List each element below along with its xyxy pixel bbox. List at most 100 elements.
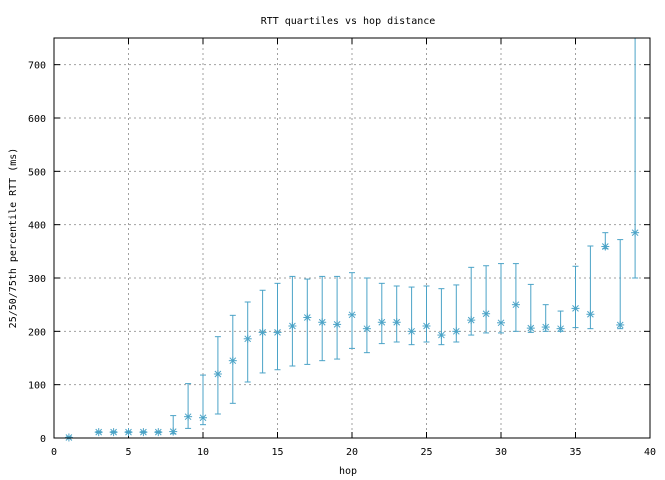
- x-tick-label: 30: [495, 447, 507, 458]
- data-point: [213, 336, 222, 415]
- data-point: [333, 275, 342, 360]
- data-point: [154, 428, 163, 437]
- y-tick-label: 0: [40, 434, 46, 445]
- data-point: [258, 289, 267, 374]
- data-point: [631, 37, 640, 279]
- x-tick-label: 5: [125, 447, 131, 458]
- data-point: [124, 428, 133, 437]
- x-axis-label: hop: [339, 466, 357, 477]
- data-point: [422, 285, 431, 343]
- median-marker: [184, 412, 193, 421]
- data-point: [94, 428, 103, 437]
- median-marker: [631, 228, 640, 237]
- data-point: [586, 245, 595, 330]
- data-point: [407, 286, 416, 346]
- median-marker: [348, 310, 356, 319]
- median-marker: [586, 310, 595, 319]
- data-point: [199, 374, 207, 426]
- data-point: [511, 263, 520, 332]
- x-tick-label: 25: [420, 447, 432, 458]
- data-point: [541, 304, 550, 332]
- data-point: [452, 284, 461, 343]
- median-marker: [199, 413, 207, 422]
- data-point: [288, 275, 297, 367]
- data-point: [377, 282, 386, 345]
- data-point: [64, 433, 73, 442]
- data-point: [169, 415, 178, 436]
- y-axis-label: 25/50/75th percentile RTT (ms): [8, 148, 19, 329]
- median-marker: [169, 427, 178, 436]
- data-point: [362, 277, 371, 354]
- data-point: [556, 310, 565, 333]
- median-marker: [362, 324, 371, 333]
- data-point: [318, 275, 327, 362]
- median-marker: [273, 328, 282, 337]
- median-marker: [526, 324, 535, 333]
- y-tick-label: 300: [28, 274, 46, 285]
- y-tick-label: 500: [28, 167, 46, 178]
- median-marker: [452, 327, 461, 336]
- median-marker: [407, 327, 416, 336]
- x-tick-label: 10: [197, 447, 209, 458]
- y-tick-label: 100: [28, 381, 46, 392]
- median-marker: [467, 316, 476, 325]
- median-marker: [333, 320, 342, 329]
- median-marker: [556, 324, 565, 333]
- data-point: [139, 428, 148, 437]
- median-marker: [616, 320, 625, 329]
- data-point: [467, 266, 476, 336]
- y-tick-label: 600: [28, 114, 46, 125]
- median-marker: [303, 313, 312, 322]
- median-marker: [318, 318, 327, 327]
- x-tick-label: 35: [569, 447, 581, 458]
- y-tick-label: 400: [28, 221, 46, 232]
- x-tick-label: 20: [346, 447, 358, 458]
- data-point: [348, 272, 356, 349]
- data-point: [228, 314, 237, 404]
- median-marker: [541, 323, 550, 332]
- data-point: [526, 283, 535, 333]
- median-marker: [511, 300, 520, 309]
- data-point: [616, 239, 625, 330]
- x-tick-label: 40: [644, 447, 656, 458]
- y-tick-label: 200: [28, 327, 46, 338]
- x-tick-label: 15: [271, 447, 283, 458]
- median-marker: [243, 334, 252, 343]
- median-marker: [124, 428, 133, 437]
- median-marker: [258, 328, 267, 337]
- data-point: [437, 288, 446, 346]
- median-marker: [437, 331, 446, 340]
- data-point: [482, 265, 491, 334]
- median-marker: [228, 356, 237, 365]
- median-marker: [392, 318, 401, 327]
- x-tick-label: 0: [51, 447, 57, 458]
- median-marker: [139, 428, 148, 437]
- data-point: [601, 232, 610, 251]
- chart-title: RTT quartiles vs hop distance: [261, 16, 436, 27]
- median-marker: [64, 433, 73, 442]
- median-marker: [109, 428, 118, 437]
- median-marker: [571, 304, 580, 313]
- median-marker: [213, 370, 222, 378]
- median-marker: [482, 309, 491, 318]
- data-layer: [64, 37, 640, 442]
- data-point: [497, 263, 505, 334]
- plot-frame: [53, 37, 651, 439]
- grid-layer: [54, 38, 650, 438]
- median-marker: [601, 242, 610, 251]
- data-point: [109, 428, 118, 437]
- data-point: [184, 383, 193, 429]
- data-point: [571, 265, 580, 329]
- y-tick-label: 700: [28, 61, 46, 72]
- data-point: [243, 301, 252, 383]
- data-point: [273, 282, 282, 371]
- median-marker: [422, 322, 431, 330]
- median-marker: [154, 428, 163, 437]
- median-marker: [94, 428, 103, 437]
- median-marker: [497, 318, 505, 327]
- data-point: [392, 285, 401, 343]
- data-point: [303, 278, 312, 365]
